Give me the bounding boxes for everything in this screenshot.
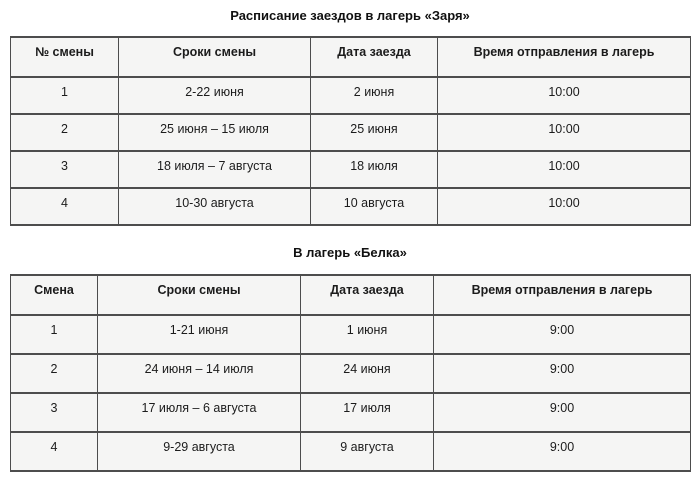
cell-departure-time: 9:00 xyxy=(433,353,691,394)
table-row: 3 18 июля – 7 августа 18 июля 10:00 xyxy=(10,150,691,189)
header-shift-number: Смена xyxy=(10,274,98,316)
schedule-table-belka: Смена Сроки смены Дата заезда Время отпр… xyxy=(10,274,691,472)
table-header-row: № смены Сроки смены Дата заезда Время от… xyxy=(10,36,691,78)
table-row: 3 17 июля – 6 августа 17 июля 9:00 xyxy=(10,392,691,433)
cell-shift-dates: 1-21 июня xyxy=(97,314,301,355)
cell-arrival-date: 2 июня xyxy=(310,76,438,115)
cell-shift-number: 3 xyxy=(10,150,119,189)
cell-shift-dates: 10-30 августа xyxy=(118,187,311,226)
table-row: 4 10-30 августа 10 августа 10:00 xyxy=(10,187,691,226)
cell-arrival-date: 24 июня xyxy=(300,353,434,394)
table-header-row: Смена Сроки смены Дата заезда Время отпр… xyxy=(10,274,691,316)
table-row: 4 9-29 августа 9 августа 9:00 xyxy=(10,431,691,472)
cell-arrival-date: 10 августа xyxy=(310,187,438,226)
cell-departure-time: 9:00 xyxy=(433,314,691,355)
table-row: 2 25 июня – 15 июля 25 июня 10:00 xyxy=(10,113,691,152)
cell-shift-number: 2 xyxy=(10,113,119,152)
cell-shift-number: 4 xyxy=(10,187,119,226)
cell-arrival-date: 17 июля xyxy=(300,392,434,433)
cell-shift-number: 3 xyxy=(10,392,98,433)
header-departure-time: Время отправления в лагерь xyxy=(437,36,691,78)
cell-shift-dates: 9-29 августа xyxy=(97,431,301,472)
header-shift-dates: Сроки смены xyxy=(97,274,301,316)
cell-departure-time: 9:00 xyxy=(433,392,691,433)
cell-arrival-date: 9 августа xyxy=(300,431,434,472)
cell-shift-dates: 2-22 июня xyxy=(118,76,311,115)
cell-departure-time: 10:00 xyxy=(437,187,691,226)
header-departure-time: Время отправления в лагерь xyxy=(433,274,691,316)
cell-shift-dates: 25 июня – 15 июля xyxy=(118,113,311,152)
cell-departure-time: 10:00 xyxy=(437,76,691,115)
header-shift-dates: Сроки смены xyxy=(118,36,311,78)
cell-shift-number: 1 xyxy=(10,314,98,355)
table-row: 2 24 июня – 14 июля 24 июня 9:00 xyxy=(10,353,691,394)
cell-shift-dates: 17 июля – 6 августа xyxy=(97,392,301,433)
table-row: 1 1-21 июня 1 июня 9:00 xyxy=(10,314,691,355)
header-arrival-date: Дата заезда xyxy=(300,274,434,316)
header-arrival-date: Дата заезда xyxy=(310,36,438,78)
cell-departure-time: 10:00 xyxy=(437,150,691,189)
cell-departure-time: 9:00 xyxy=(433,431,691,472)
section-title-zarya: Расписание заездов в лагерь «Заря» xyxy=(230,8,470,23)
cell-arrival-date: 18 июля xyxy=(310,150,438,189)
cell-shift-number: 1 xyxy=(10,76,119,115)
cell-shift-number: 2 xyxy=(10,353,98,394)
cell-shift-number: 4 xyxy=(10,431,98,472)
cell-departure-time: 10:00 xyxy=(437,113,691,152)
cell-arrival-date: 1 июня xyxy=(300,314,434,355)
header-shift-number: № смены xyxy=(10,36,119,78)
section-title-belka: В лагерь «Белка» xyxy=(293,245,407,260)
cell-arrival-date: 25 июня xyxy=(310,113,438,152)
table-row: 1 2-22 июня 2 июня 10:00 xyxy=(10,76,691,115)
cell-shift-dates: 18 июля – 7 августа xyxy=(118,150,311,189)
cell-shift-dates: 24 июня – 14 июля xyxy=(97,353,301,394)
schedule-table-zarya: № смены Сроки смены Дата заезда Время от… xyxy=(10,36,691,226)
